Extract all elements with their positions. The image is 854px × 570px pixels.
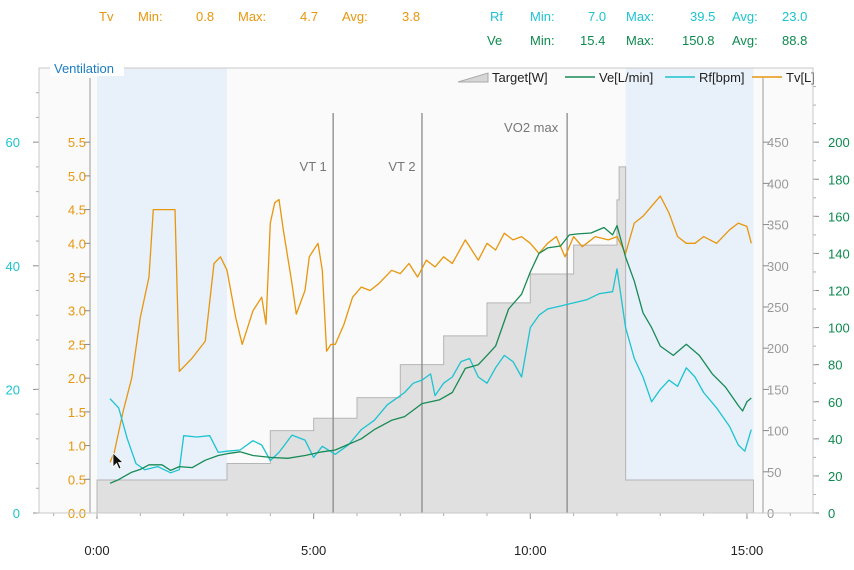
marker-label-vt-1: VT 1	[300, 159, 327, 174]
tv-axis-tick-label-9: 4.5	[68, 203, 86, 218]
ve-axis-tick-label-0: 0	[828, 506, 835, 521]
legend-label-ve-l-min: Ve[L/min]	[599, 70, 653, 85]
rf-min-label: Min:	[530, 9, 555, 24]
target-axis-tick-label-9: 450	[767, 135, 789, 150]
target-axis-tick-label-6: 300	[767, 259, 789, 274]
ve-axis-tick-label-7: 140	[828, 246, 850, 261]
tv-axis-tick-label-3: 1.5	[68, 405, 86, 420]
ve-axis-tick-label-8: 160	[828, 209, 850, 224]
marker-label-vt-2: VT 2	[388, 159, 415, 174]
tv-axis-tick-label-2: 1.0	[68, 439, 86, 454]
ve-max-value: 150.8	[682, 33, 715, 48]
rf-min-value: 7.0	[588, 9, 607, 24]
tv-min-value: 0.8	[196, 9, 215, 24]
rf-max-label: Max:	[626, 9, 655, 24]
ve-axis-tick-label-5: 100	[828, 321, 850, 336]
series-line-rf-bpm	[109, 268, 752, 474]
tv-axis-tick-label-7: 3.5	[68, 270, 86, 285]
ventilation-axis-tick-label-2: 40	[6, 259, 20, 274]
marker-label-vo2-max: VO2 max	[504, 120, 559, 135]
ve-min-value: 15.4	[580, 33, 606, 48]
ve-axis-tick-label-9: 180	[828, 172, 850, 187]
mouse-cursor-icon	[112, 452, 125, 470]
tv-axis-tick-label-6: 3.0	[68, 304, 86, 319]
tv-axis-tick-label-5: 2.5	[68, 337, 86, 352]
tv-axis-tick-label-10: 5.0	[68, 169, 86, 184]
ve-axis-tick-label-3: 60	[828, 395, 842, 410]
tv-avg-label: Avg:	[342, 9, 368, 24]
rf-max-value: 39.5	[690, 9, 716, 24]
ve-axis-tick-label-10: 200	[828, 135, 850, 150]
x-axis-tick-label-2: 10:00	[514, 543, 547, 558]
ve-min-label: Min:	[530, 33, 555, 48]
ve-max-label: Max:	[626, 33, 655, 48]
target-watts-area	[96, 166, 754, 514]
ve-axis-tick-label-1: 20	[828, 469, 842, 484]
title-backdrop	[50, 60, 124, 76]
ve-stat-name: Ve	[487, 33, 503, 48]
tv-avg-value: 3.8	[402, 9, 421, 24]
tv-max-value: 4.7	[300, 9, 319, 24]
ve-axis-tick-label-2: 40	[828, 432, 842, 447]
tv-stat-name: Tv	[99, 9, 114, 24]
legend-swatch-target-w	[457, 72, 489, 83]
rf-stat-name: Rf	[490, 9, 503, 24]
ve-avg-value: 88.8	[782, 33, 808, 48]
legend-label-rf-bpm: Rf[bpm]	[699, 70, 745, 85]
rf-avg-value: 23.0	[782, 9, 808, 24]
ventilation-axis-tick-label-0: 0	[13, 506, 20, 521]
x-axis-tick-label-1: 5:00	[301, 543, 326, 558]
chart-title: Ventilation	[54, 61, 114, 76]
series-line-tv-l	[109, 195, 752, 463]
target-axis-tick-label-3: 150	[767, 382, 789, 397]
target-axis-tick-label-1: 50	[767, 465, 781, 480]
rf-avg-label: Avg:	[732, 9, 758, 24]
tv-axis-tick-label-8: 4.0	[68, 236, 86, 251]
series-line-ve-l-min	[109, 224, 752, 484]
target-axis-tick-label-5: 250	[767, 300, 789, 315]
target-axis-tick-label-8: 400	[767, 176, 789, 191]
tv-axis-tick-label-4: 2.0	[68, 371, 86, 386]
x-axis-tick-label-3: 15:00	[731, 543, 764, 558]
x-axis-tick-label-0: 0:00	[84, 543, 109, 558]
tv-axis-tick-label-11: 5.5	[68, 135, 86, 150]
tv-axis-tick-label-1: 0.5	[68, 472, 86, 487]
target-axis-tick-label-4: 200	[767, 341, 789, 356]
ve-axis-tick-label-4: 80	[828, 358, 842, 373]
tv-min-label: Min:	[138, 9, 163, 24]
plot-frame	[38, 67, 814, 514]
legend-label-target-w: Target[W]	[492, 70, 548, 85]
target-axis-tick-label-7: 350	[767, 218, 789, 233]
ve-avg-label: Avg:	[732, 33, 758, 48]
ve-axis-tick-label-6: 120	[828, 284, 850, 299]
legend-label-tv-l: Tv[L]	[786, 70, 815, 85]
phase-band-2	[625, 68, 754, 513]
phase-band-0	[97, 68, 227, 513]
tv-max-label: Max:	[238, 9, 267, 24]
target-axis-tick-label-2: 100	[767, 424, 789, 439]
ventilation-axis-tick-label-3: 60	[6, 135, 20, 150]
ventilation-axis-tick-label-1: 20	[6, 382, 20, 397]
